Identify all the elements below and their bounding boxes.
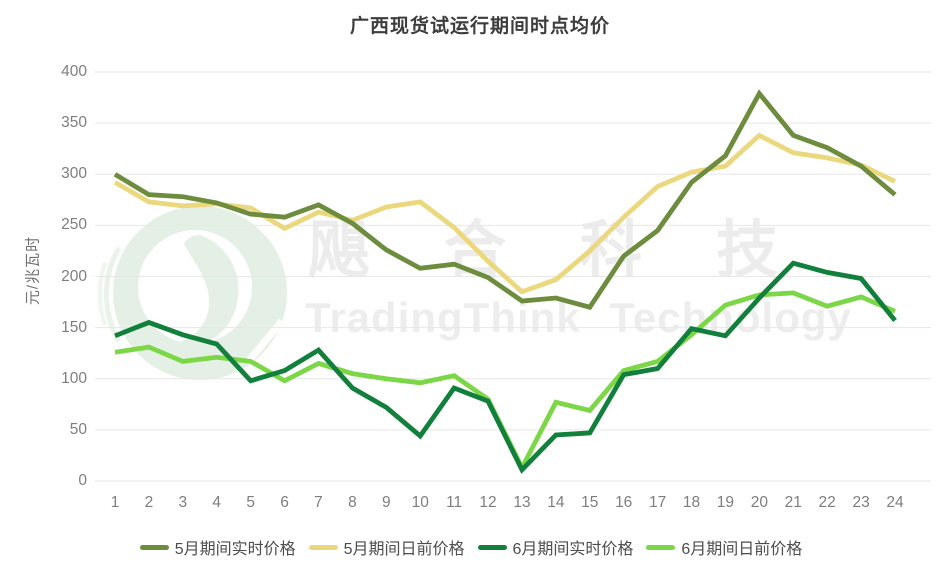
x-tick-label-1: 1: [110, 494, 120, 511]
x-tick-label-3: 3: [178, 494, 188, 511]
legend-item-6月期间实时价格[interactable]: 6月期间实时价格: [477, 535, 634, 559]
x-tick-label-24: 24: [886, 494, 904, 511]
x-tick-label-13: 13: [513, 494, 531, 511]
legend-swatch-icon: [308, 544, 338, 550]
x-tick-label-16: 16: [615, 494, 633, 511]
x-tick-label-8: 8: [348, 494, 357, 511]
series-line-5月期间日前价格: [113, 132, 897, 295]
x-tick-label-22: 22: [818, 494, 836, 511]
y-tick-label-150: 150: [61, 318, 87, 336]
x-tick-label-14: 14: [547, 494, 565, 511]
series-line-5月期间实时价格: [113, 89, 897, 310]
x-tick-label-11: 11: [446, 494, 463, 511]
watermark-swirl-logo-icon: [97, 206, 287, 380]
y-tick-label-100: 100: [61, 369, 87, 387]
x-tick-label-7: 7: [314, 494, 323, 511]
y-tick-label-200: 200: [61, 267, 87, 285]
legend-label: 5月期间日前价格: [343, 541, 465, 558]
y-tick-label-400: 400: [61, 63, 87, 80]
legend: 5月期间实时价格 5月期间日前价格 6月期间实时价格 6月期间日前价格: [0, 535, 942, 559]
legend-item-5月期间日前价格[interactable]: 5月期间日前价格: [308, 535, 465, 559]
legend-swatch-icon: [477, 544, 507, 550]
x-tick-label-2: 2: [144, 494, 154, 511]
legend-label: 6月期间日前价格: [681, 541, 803, 558]
x-tick-label-9: 9: [381, 494, 391, 511]
legend-swatch-icon: [646, 544, 676, 550]
x-tick-label-4: 4: [212, 494, 222, 511]
chart-title: 广西现货试运行期间时点均价: [349, 16, 610, 37]
series-line-6月期间实时价格: [114, 260, 897, 474]
y-tick-label-250: 250: [61, 216, 87, 234]
x-tick-label-5: 5: [246, 494, 255, 511]
series-line-6月期间日前价格: [114, 290, 896, 474]
legend-item-5月期间实时价格[interactable]: 5月期间实时价格: [139, 535, 296, 559]
x-tick-label-20: 20: [750, 494, 768, 511]
legend-label: 5月期间实时价格: [174, 541, 296, 558]
x-tick-label-12: 12: [479, 494, 497, 511]
legend-label: 6月期间实时价格: [512, 541, 634, 558]
x-tick-label-6: 6: [280, 494, 289, 511]
watermark-cn-char: 技: [715, 216, 778, 285]
x-tick-label-17: 17: [648, 494, 667, 511]
x-tick-label-15: 15: [581, 494, 599, 511]
x-tick-label-18: 18: [682, 494, 701, 511]
x-tick-label-19: 19: [716, 494, 735, 511]
y-tick-label-300: 300: [61, 165, 87, 183]
y-tick-label-0: 0: [78, 472, 87, 489]
legend-item-6月期间日前价格[interactable]: 6月期间日前价格: [646, 535, 802, 559]
y-tick-label-350: 350: [61, 114, 87, 132]
x-tick-label-21: 21: [784, 494, 802, 511]
y-tick-label-50: 50: [69, 420, 87, 438]
x-tick-label-10: 10: [411, 494, 429, 511]
legend-swatch-icon: [139, 544, 169, 550]
x-tick-label-23: 23: [852, 494, 870, 511]
